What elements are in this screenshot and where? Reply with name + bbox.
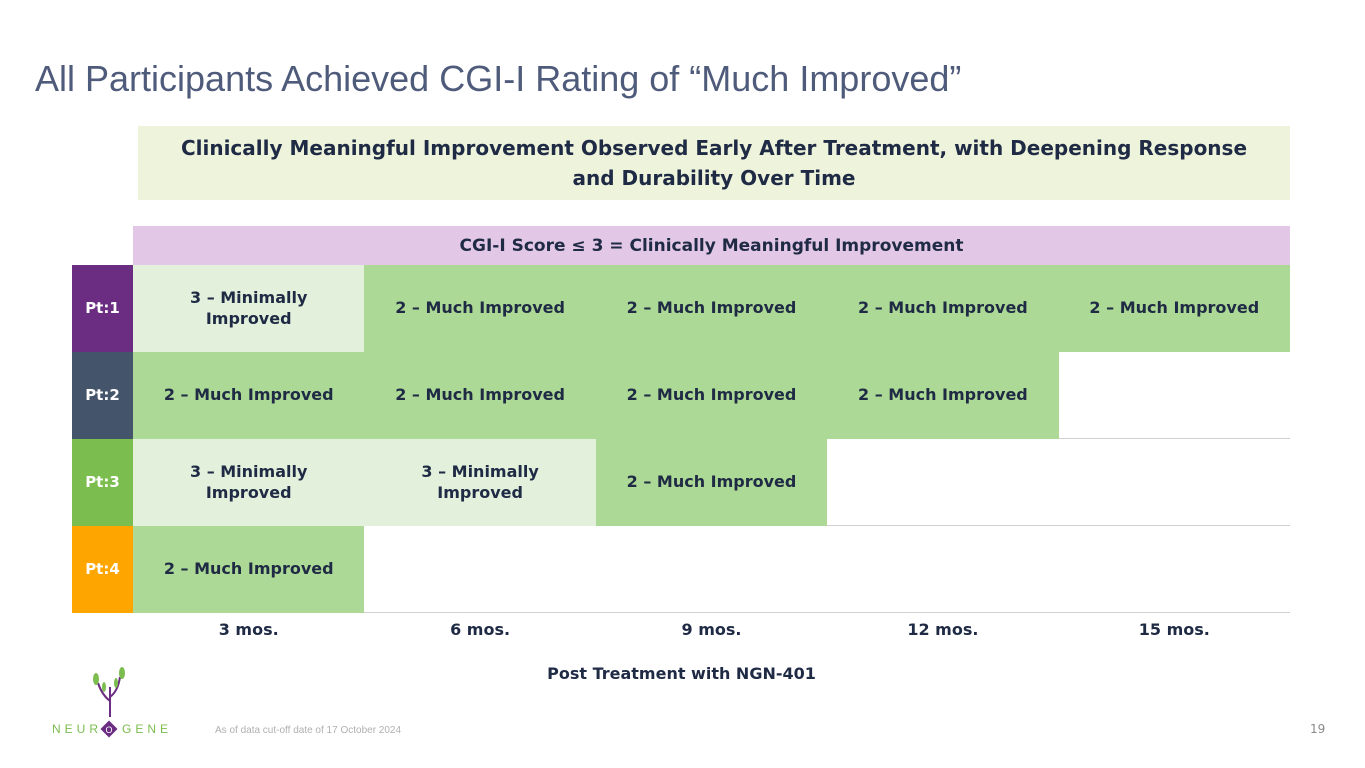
row-label: Pt:1 [72, 265, 133, 352]
rating-cell: 3 – Minimally Improved [133, 265, 365, 352]
rating-cell: 2 – Much Improved [595, 265, 828, 352]
table-caption: CGI-I Score ≤ 3 = Clinically Meaningful … [133, 226, 1290, 265]
rating-cell: 2 – Much Improved [1058, 265, 1290, 352]
footnote: As of data cut-off date of 17 October 20… [215, 725, 402, 736]
row-label: Pt:4 [72, 526, 133, 613]
row-separator [364, 612, 1290, 613]
column-label: 3 mos. [218, 620, 279, 639]
rating-cell: 2 – Much Improved [595, 439, 828, 526]
rating-cell: 3 – Minimally Improved [133, 439, 365, 526]
rating-cell: 2 – Much Improved [133, 352, 365, 439]
rating-cell: 3 – Minimally Improved [364, 439, 596, 526]
logo-text: GENE [122, 722, 172, 736]
slide-title: All Participants Achieved CGI-I Rating o… [35, 58, 962, 99]
banner: Clinically Meaningful Improvement Observ… [138, 126, 1290, 200]
rating-cell: 2 – Much Improved [364, 352, 596, 439]
row-separator [827, 525, 1290, 526]
row-separator [1058, 438, 1290, 439]
rating-cell: 2 – Much Improved [364, 265, 596, 352]
column-label: 9 mos. [681, 620, 742, 639]
logo-mark: O [105, 725, 112, 735]
logo-text: NEUR [52, 722, 102, 736]
rating-cell: 2 – Much Improved [827, 265, 1059, 352]
page-number: 19 [1310, 722, 1326, 736]
rating-cell: 2 – Much Improved [133, 526, 365, 613]
table-footer: Post Treatment with NGN-401 [547, 664, 816, 683]
column-label: 6 mos. [450, 620, 511, 639]
row-label: Pt:3 [72, 439, 133, 526]
logo-leaves [93, 667, 125, 692]
logo-plant [97, 676, 121, 717]
column-label: 12 mos. [907, 620, 979, 639]
logo-diamond [100, 720, 118, 738]
rating-cell: 2 – Much Improved [595, 352, 828, 439]
rating-cell: 2 – Much Improved [827, 352, 1059, 439]
column-label: 15 mos. [1138, 620, 1210, 639]
logo: NEUR O GENE [52, 667, 172, 738]
row-label: Pt:2 [72, 352, 133, 439]
